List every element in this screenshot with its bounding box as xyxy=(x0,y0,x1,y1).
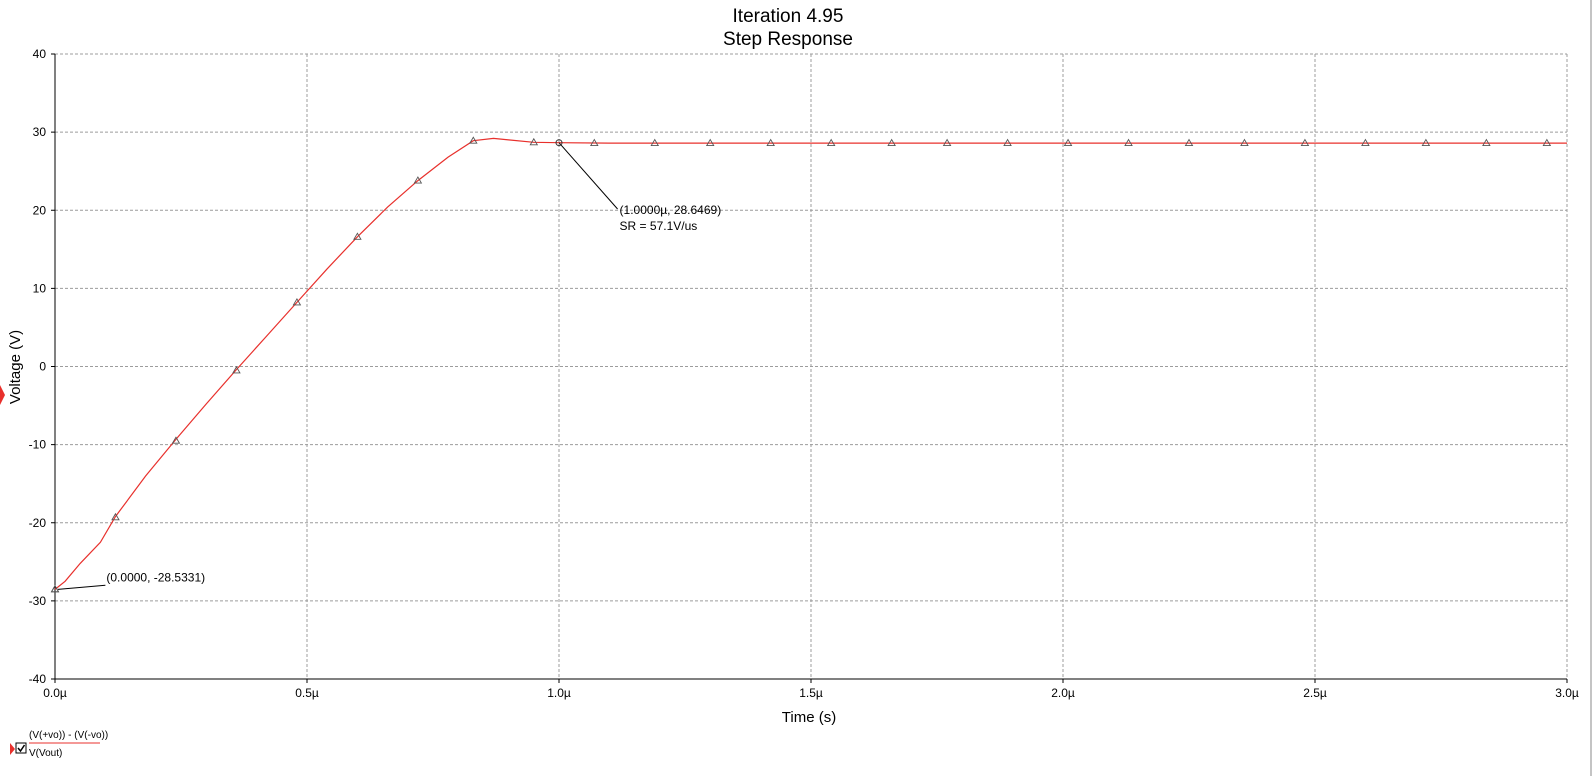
y-axis-label: Voltage (V) xyxy=(7,330,24,404)
y-tick-label: 0 xyxy=(39,360,46,374)
data-marker xyxy=(650,138,660,147)
data-marker xyxy=(1542,138,1552,147)
y-tick-label: 20 xyxy=(33,203,47,217)
x-tick-label: 2.5µ xyxy=(1303,686,1327,700)
legend: (V(+vo)) - (V(-vo)) V(Vout) xyxy=(10,730,108,759)
annotation-label: SR = 57.1V/us xyxy=(620,219,698,233)
grid xyxy=(55,53,1568,679)
annotations: (0.0000, -28.5331) (1.0000µ, 28.6469) SR =… xyxy=(50,139,722,593)
data-marker xyxy=(111,512,120,521)
legend-checkbox[interactable] xyxy=(15,742,27,754)
x-tick-labels: 0.0µ 0.5µ 1.0µ 1.5µ 2.0µ 2.5µ 3.0µ xyxy=(43,686,1579,700)
cursor-handle-icon[interactable] xyxy=(0,385,5,405)
data-marker xyxy=(1124,138,1133,147)
y-tick-labels: 40 30 20 10 0 -10 -20 -30 -40 xyxy=(29,47,47,686)
y-tick-label: -40 xyxy=(29,672,47,686)
data-marker xyxy=(232,366,241,374)
x-tick-label: 0.5µ xyxy=(295,686,319,700)
data-marker xyxy=(529,137,539,146)
check-icon xyxy=(17,744,26,753)
chart-subtitle: Step Response xyxy=(723,29,853,50)
y-tick-label: -10 xyxy=(29,438,47,452)
annotation-point[interactable] xyxy=(555,139,563,147)
series-layer xyxy=(50,136,1567,593)
y-tick-label: -20 xyxy=(29,516,47,530)
data-marker xyxy=(766,138,775,147)
y-tick-label: -30 xyxy=(29,594,47,608)
chart-title: Iteration 4.95 xyxy=(733,6,844,27)
data-marker xyxy=(353,232,362,240)
data-marker xyxy=(887,138,896,147)
x-tick-label: 1.0µ xyxy=(547,686,571,700)
annotation-leader xyxy=(558,142,618,210)
data-marker xyxy=(1003,138,1012,147)
axes xyxy=(51,53,1568,683)
annotation-label: (1.0000µ, 28.6469) xyxy=(620,203,722,217)
data-marker xyxy=(942,138,952,147)
data-marker xyxy=(1240,138,1249,147)
legend-entry-expression: (V(+vo)) - (V(-vo)) xyxy=(29,730,108,741)
x-tick-label: 1.5µ xyxy=(799,686,823,700)
data-marker xyxy=(413,176,423,184)
x-axis-label: Time (s) xyxy=(782,709,836,726)
data-marker xyxy=(1300,138,1310,147)
data-marker xyxy=(469,136,478,144)
x-tick-label: 2.0µ xyxy=(1051,686,1075,700)
data-marker xyxy=(1482,138,1491,147)
series-line xyxy=(54,137,1567,590)
x-tick-label: 0.0µ xyxy=(43,686,67,700)
y-tick-label: 10 xyxy=(33,281,47,295)
annotation-point xyxy=(50,585,60,593)
legend-entry-vout: V(Vout) xyxy=(29,748,62,759)
y-tick-label: 40 xyxy=(33,47,47,61)
data-marker xyxy=(1421,138,1431,147)
annotation-leader xyxy=(57,584,106,590)
annotation-label: (0.0000, -28.5331) xyxy=(106,570,205,584)
legend-arrow-icon xyxy=(10,743,15,755)
data-marker xyxy=(1361,138,1370,147)
data-marker xyxy=(292,298,302,306)
data-marker xyxy=(826,138,836,147)
data-marker xyxy=(1184,138,1194,147)
x-tick-label: 3.0µ xyxy=(1555,686,1579,700)
data-marker xyxy=(171,436,181,444)
data-marker xyxy=(705,138,715,147)
data-marker xyxy=(589,138,599,147)
data-marker xyxy=(1063,138,1073,147)
y-tick-label: 30 xyxy=(33,125,47,139)
